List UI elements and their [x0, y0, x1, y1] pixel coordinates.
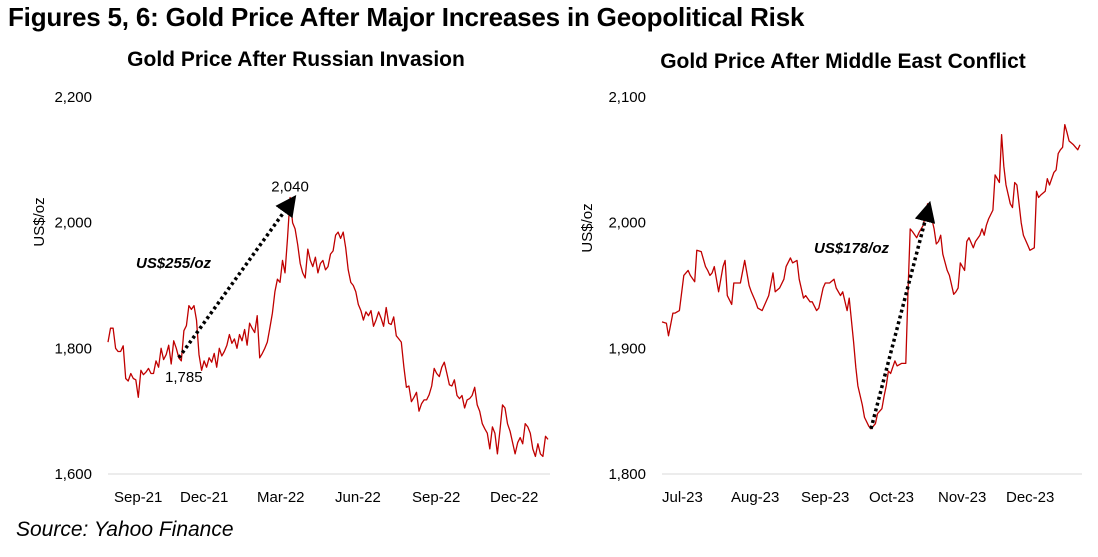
x-tick-label: Sep-21	[114, 489, 162, 506]
gold-price-line	[661, 123, 1081, 430]
x-tick-label: Dec-22	[490, 489, 538, 506]
x-tick-label: Mar-22	[257, 489, 305, 506]
chart-russian-invasion: Gold Price After Russian Invasion US$/oz…	[31, 48, 550, 506]
source-note: Source: Yahoo Finance	[16, 518, 234, 541]
chart-title: Gold Price After Russian Invasion	[127, 48, 465, 71]
y-tick-label: 1,600	[54, 466, 92, 483]
x-tick-label: Oct-23	[869, 489, 914, 506]
x-tick-labels: Sep-21 Dec-21 Mar-22 Jun-22 Sep-22 Dec-22	[114, 489, 538, 506]
y-axis-label: US$/oz	[579, 203, 596, 252]
y-tick-label: 1,800	[608, 466, 646, 483]
x-tick-labels: Jul-23 Aug-23 Sep-23 Oct-23 Nov-23 Dec-23	[662, 489, 1054, 506]
x-tick-label: Sep-22	[412, 489, 460, 506]
y-axis-label: US$/oz	[31, 197, 48, 246]
x-tick-label: Aug-23	[731, 489, 779, 506]
y-tick-label: 1,800	[54, 340, 92, 357]
y-tick-label: 2,000	[608, 215, 646, 232]
x-tick-label: Jun-22	[335, 489, 381, 506]
increase-arrow	[869, 200, 936, 430]
chart-title: Gold Price After Middle East Conflict	[660, 50, 1026, 73]
trough-label: 1,785	[165, 369, 203, 386]
increase-label: US$255/oz	[136, 255, 212, 272]
peak-label: 2,040	[271, 179, 309, 196]
increase-label: US$178/oz	[814, 240, 890, 257]
y-tick-label: 2,200	[54, 89, 92, 106]
y-tick-label: 2,000	[54, 215, 92, 232]
y-tick-label: 1,900	[608, 340, 646, 357]
figure-title: Figures 5, 6: Gold Price After Major Inc…	[8, 2, 805, 32]
y-tick-label: 2,100	[608, 89, 646, 106]
x-tick-label: Jul-23	[662, 489, 703, 506]
gold-price-line	[107, 196, 549, 458]
x-tick-label: Dec-21	[180, 489, 228, 506]
y-tick-labels: 1,600 1,800 2,000 2,200	[54, 89, 92, 483]
x-tick-label: Nov-23	[938, 489, 986, 506]
chart-middle-east-conflict: Gold Price After Middle East Conflict US…	[579, 50, 1082, 506]
x-tick-label: Sep-23	[801, 489, 849, 506]
y-tick-labels: 1,800 1,900 2,000 2,100	[608, 89, 646, 483]
x-tick-label: Dec-23	[1006, 489, 1054, 506]
increase-arrow	[177, 195, 297, 359]
